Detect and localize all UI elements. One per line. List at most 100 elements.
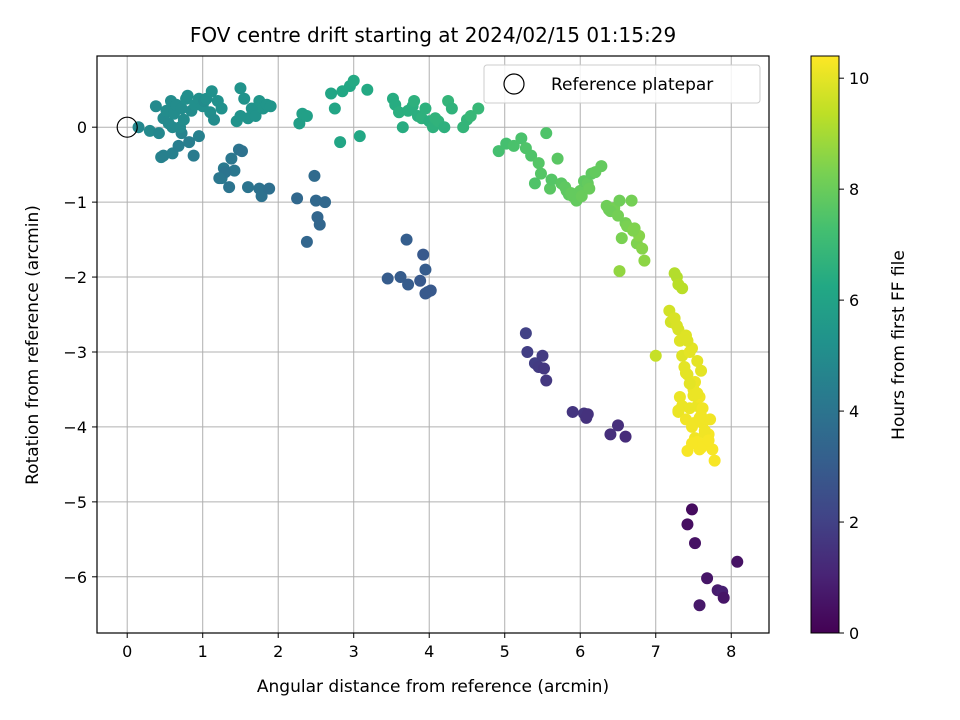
data-point [408, 94, 421, 107]
data-point [537, 362, 550, 375]
data-point [264, 100, 277, 113]
data-point [507, 139, 520, 152]
data-point [249, 109, 262, 122]
data-point [293, 117, 306, 130]
data-point [300, 109, 313, 122]
data-point [693, 599, 706, 612]
data-point [708, 454, 721, 467]
data-point [225, 152, 238, 165]
legend: Reference platepar [483, 64, 761, 104]
legend-reference-marker [503, 73, 525, 95]
data-point [347, 74, 360, 87]
data-point [704, 413, 717, 426]
data-point [545, 173, 558, 186]
colorbar-gradient [810, 55, 840, 634]
colorbar-tick-label: 10 [849, 69, 869, 88]
data-point [649, 349, 662, 362]
data-point [613, 194, 626, 207]
data-point [519, 327, 532, 340]
data-point [300, 235, 313, 248]
data-point [551, 152, 564, 165]
data-point [627, 224, 640, 237]
data-point [701, 572, 714, 585]
data-point [689, 537, 702, 550]
legend-box [483, 64, 761, 104]
data-point [263, 182, 276, 195]
y-tick-label: −2 [63, 268, 87, 287]
data-point [238, 92, 251, 105]
data-point [205, 85, 218, 98]
y-tick-label: −4 [63, 418, 87, 437]
data-point [308, 169, 321, 182]
data-point [532, 157, 545, 170]
data-point [604, 428, 617, 441]
data-point [638, 254, 651, 267]
data-point [132, 121, 145, 134]
data-point [361, 83, 374, 96]
x-tick-label: 4 [424, 642, 434, 661]
y-tick-label: −6 [63, 568, 87, 587]
data-point [673, 390, 686, 403]
colorbar-tick-label: 4 [849, 402, 859, 421]
data-point [611, 419, 624, 432]
data-point [157, 149, 170, 162]
legend-label: Reference platepar [551, 75, 713, 95]
x-tick-label: 2 [273, 642, 283, 661]
data-points [132, 74, 744, 612]
colorbar-tick-label: 6 [849, 291, 859, 310]
x-tick-label: 1 [198, 642, 208, 661]
data-point [208, 113, 221, 126]
data-point [381, 272, 394, 285]
data-point [149, 100, 162, 113]
data-point [681, 334, 694, 347]
data-point [566, 405, 579, 418]
data-point [702, 434, 715, 447]
data-point [234, 82, 247, 95]
data-point [683, 377, 696, 390]
data-point [695, 441, 708, 454]
data-point [175, 102, 188, 115]
data-point [213, 172, 226, 185]
data-point [595, 160, 608, 173]
data-point [575, 190, 588, 203]
data-point [693, 411, 706, 424]
data-point [534, 167, 547, 180]
data-point [525, 149, 538, 162]
x-tick-label: 7 [651, 642, 661, 661]
data-point [414, 274, 427, 287]
data-point [445, 102, 458, 115]
data-point [583, 182, 596, 195]
data-point [685, 437, 698, 450]
x-tick-label: 6 [575, 642, 585, 661]
data-point [581, 408, 594, 421]
reference-marker [116, 116, 138, 138]
x-tick-label: 0 [122, 642, 132, 661]
data-point [172, 139, 185, 152]
data-point [536, 349, 549, 362]
colorbar-ticks: 0 2 4 6 8 10 [839, 69, 869, 643]
data-point [328, 102, 341, 115]
data-point [683, 402, 696, 415]
data-point [187, 149, 200, 162]
x-axis-label: Angular distance from reference (arcmin) [257, 677, 609, 697]
data-point [152, 127, 165, 140]
data-point [679, 366, 692, 379]
data-point [685, 503, 698, 516]
data-point [192, 130, 205, 143]
data-point [183, 136, 196, 149]
y-tick-label: −5 [63, 493, 87, 512]
data-point [309, 194, 322, 207]
data-point [731, 555, 744, 568]
data-point [394, 271, 407, 284]
data-point [325, 87, 338, 100]
data-point [396, 121, 409, 134]
data-point [334, 136, 347, 149]
data-point [695, 364, 708, 377]
data-point [668, 267, 681, 280]
data-point [615, 232, 628, 245]
data-point [544, 182, 557, 195]
colorbar-tick-label: 8 [849, 180, 859, 199]
data-point [419, 263, 432, 276]
data-point [242, 181, 255, 194]
